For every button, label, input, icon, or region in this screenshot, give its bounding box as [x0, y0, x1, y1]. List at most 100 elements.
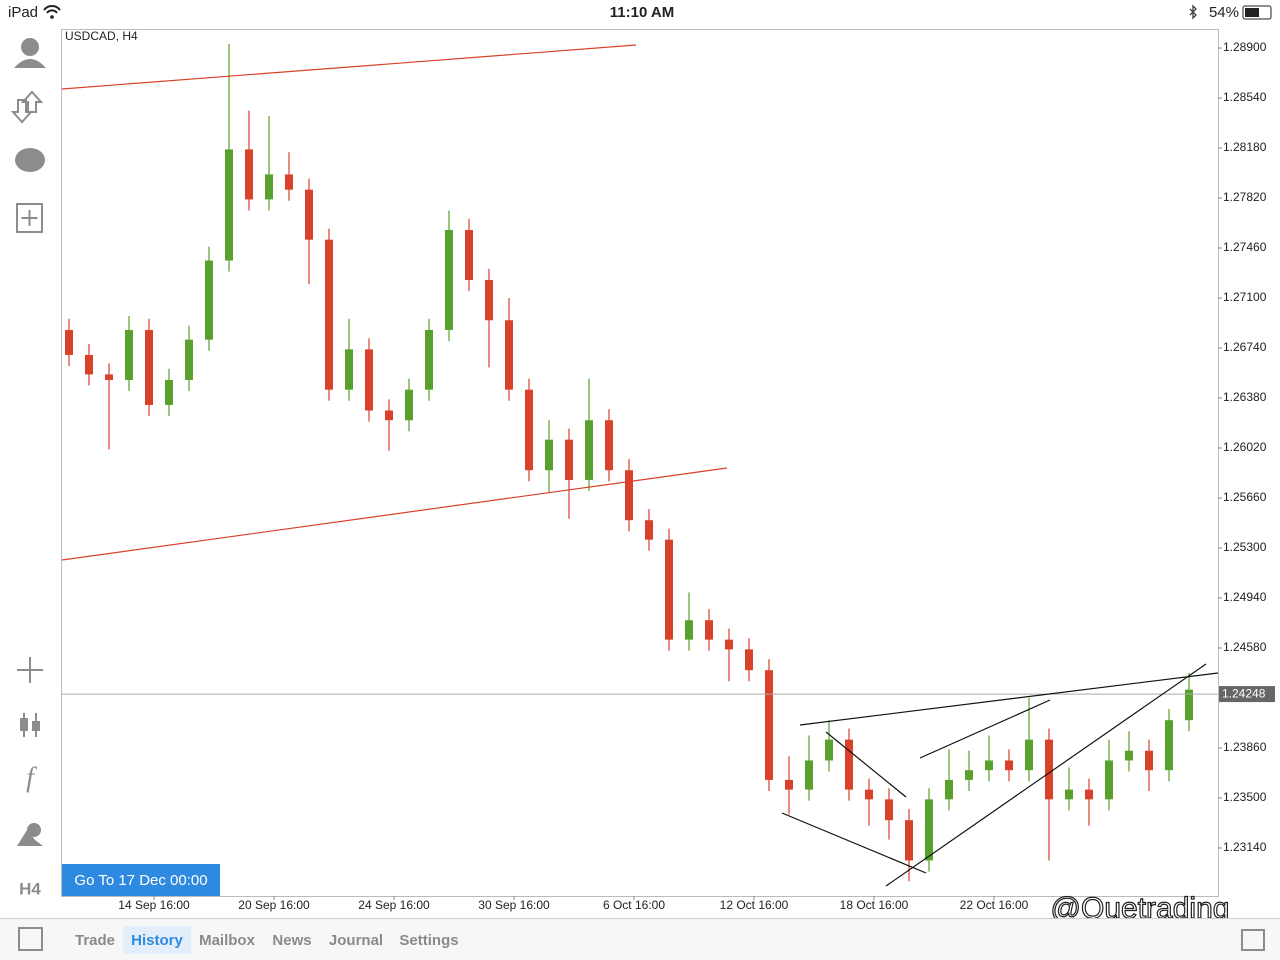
candle-body: [65, 329, 73, 355]
candle-body: [325, 239, 333, 390]
trend-line: [885, 663, 1207, 887]
timeframe-button[interactable]: H4: [19, 879, 41, 898]
candle-body: [545, 439, 553, 471]
candle-body: [1065, 789, 1073, 800]
device-name: iPad: [8, 4, 38, 21]
candle-body: [785, 779, 793, 790]
calendar-icon[interactable]: [18, 927, 43, 951]
candle-body: [865, 789, 873, 800]
candle-body: [305, 189, 313, 240]
y-tick-label: 1.25660: [1223, 490, 1267, 504]
x-tick-label: 14 Sep 16:00: [118, 898, 190, 912]
trend-line: [61, 467, 728, 561]
clock: 11:10 AM: [610, 4, 674, 21]
y-tick-label: 1.26380: [1223, 390, 1267, 404]
goto-button-label[interactable]: Go To 17 Dec 00:00: [74, 872, 207, 889]
x-tick-label: 24 Sep 16:00: [358, 898, 430, 912]
trend-line: [781, 812, 927, 874]
candle-body: [1025, 739, 1033, 771]
candle-body: [225, 149, 233, 261]
candle-body: [705, 620, 713, 640]
crosshair-icon[interactable]: [17, 657, 43, 683]
y-tick-label: 1.26020: [1223, 440, 1267, 454]
goto-button[interactable]: [62, 864, 220, 896]
candle-body: [1185, 689, 1193, 721]
candle-body: [685, 620, 693, 640]
battery-icon: [1242, 5, 1272, 20]
plot: 1.28900 1.28540 1.28180 1.27820 1.27460 1.271…: [62, 40, 1275, 912]
battery-percent: 54%: [1209, 4, 1239, 21]
trade-icon[interactable]: [10, 90, 44, 124]
candle-body: [285, 174, 293, 190]
x-tick-label: 12 Oct 16:00: [720, 898, 789, 912]
candle-body: [425, 329, 433, 390]
y-tick-label: 1.26740: [1223, 340, 1267, 354]
candle-body: [165, 379, 173, 405]
y-tick-label: 1.23860: [1223, 740, 1267, 754]
current-price-box: [1219, 686, 1275, 703]
account-icon[interactable]: [21, 38, 39, 56]
candle-body: [505, 320, 513, 390]
candle-body: [725, 639, 733, 650]
y-tick-label: 1.27460: [1223, 240, 1267, 254]
x-tick-label: 18 Oct 16:00: [840, 898, 909, 912]
candle-body: [665, 539, 673, 640]
candle-body: [565, 439, 573, 480]
trend-line: [61, 44, 637, 90]
indicators-icon[interactable]: f: [26, 762, 37, 793]
y-tick-label: 1.28540: [1223, 90, 1267, 104]
candle-body: [345, 349, 353, 390]
y-tick-label: 1.23500: [1223, 790, 1267, 804]
candle-body: [245, 149, 253, 200]
candle-body: [145, 329, 153, 405]
y-tick-label: 1.23140: [1223, 840, 1267, 854]
wifi-icon: [43, 5, 61, 14]
tab[interactable]: Trade: [75, 932, 115, 949]
candle-body: [625, 470, 633, 521]
tabs: Trade History Mailbox News Journal Settings: [75, 926, 459, 954]
x-tick-label: 6 Oct 16:00: [603, 898, 665, 912]
candle-body: [925, 799, 933, 861]
layout-icon[interactable]: [1241, 929, 1265, 951]
tab[interactable]: Mailbox: [199, 932, 255, 949]
candle-body: [85, 354, 93, 375]
bluetooth-icon: [1189, 4, 1197, 20]
candle-body: [1145, 750, 1153, 771]
candle-body: [845, 739, 853, 790]
candle-body: [205, 260, 213, 340]
candle-body: [1105, 760, 1113, 800]
candle-body: [885, 799, 893, 821]
candle-body: [605, 420, 613, 471]
objects-icon-circle: [27, 823, 41, 837]
tab[interactable]: Settings: [399, 932, 458, 949]
candle-body: [465, 229, 473, 280]
new-order-plus: [21, 210, 38, 226]
candle-body: [645, 520, 653, 540]
tab[interactable]: News: [272, 932, 311, 949]
chat-icon[interactable]: [15, 148, 45, 172]
candle-body: [1125, 750, 1133, 761]
x-tick-label: 20 Sep 16:00: [238, 898, 310, 912]
objects-icon[interactable]: [17, 830, 43, 846]
account-icon-body: [14, 59, 46, 68]
candle-body: [405, 389, 413, 421]
new-order-icon[interactable]: [16, 203, 43, 233]
tab[interactable]: Journal: [329, 932, 383, 949]
candle-body: [185, 339, 193, 380]
candle-body: [825, 739, 833, 761]
candle-body: [585, 420, 593, 480]
candle-body: [1005, 760, 1013, 771]
y-tick-label: 1.28180: [1223, 140, 1267, 154]
y-tick-label: 1.25300: [1223, 540, 1267, 554]
trend-lines: [61, 44, 1219, 887]
candle-body: [905, 820, 913, 861]
y-tick-label: 1.24940: [1223, 590, 1267, 604]
candle-body: [985, 760, 993, 771]
candle-body: [265, 174, 273, 200]
candle-body: [945, 779, 953, 800]
candle-body: [445, 229, 453, 330]
tab-bar: [0, 918, 1280, 960]
tab[interactable]: History: [131, 932, 183, 949]
y-tick-label: 1.28900: [1223, 40, 1267, 54]
